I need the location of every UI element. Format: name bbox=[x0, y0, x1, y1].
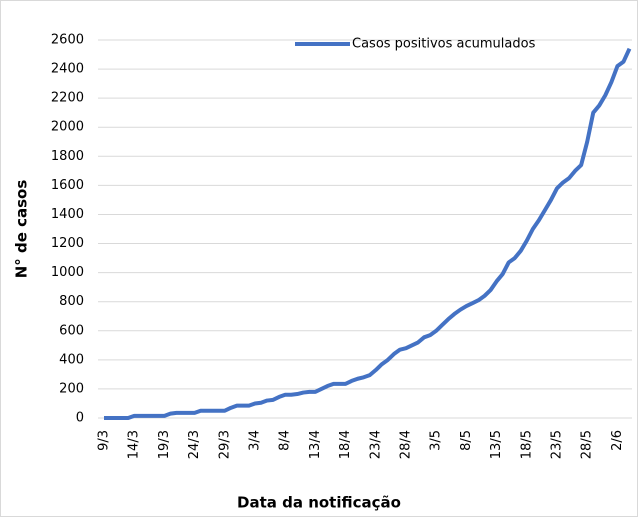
y-tick-label: 2600 bbox=[51, 33, 84, 48]
y-tick-label: 800 bbox=[59, 294, 84, 309]
x-tick-label: 3/4 bbox=[248, 430, 263, 451]
y-tick-label: 1400 bbox=[51, 207, 84, 222]
x-tick-label: 8/4 bbox=[278, 430, 293, 451]
x-tick-label: 28/4 bbox=[399, 430, 414, 459]
x-tick-label: 3/5 bbox=[429, 430, 444, 451]
y-tick-label: 200 bbox=[59, 381, 84, 396]
x-tick-label: 24/3 bbox=[187, 430, 202, 459]
y-tick-label: 1200 bbox=[51, 236, 84, 251]
x-tick-label: 18/5 bbox=[519, 430, 534, 459]
x-tick-label: 28/5 bbox=[580, 430, 595, 459]
y-tick-label: 1600 bbox=[51, 178, 84, 193]
x-tick-label: 18/4 bbox=[338, 430, 353, 459]
x-tick-label: 9/3 bbox=[97, 430, 112, 451]
x-tick-label: 29/3 bbox=[217, 430, 232, 459]
y-tick-label: 1800 bbox=[51, 149, 84, 164]
y-tick-label: 400 bbox=[59, 352, 84, 367]
legend-label: Casos positivos acumulados bbox=[352, 37, 536, 52]
y-tick-label: 2000 bbox=[51, 120, 84, 135]
x-tick-label: 13/4 bbox=[308, 430, 323, 459]
x-tick-label: 8/5 bbox=[459, 430, 474, 451]
x-tick-label: 19/3 bbox=[157, 430, 172, 459]
x-tick-label: 13/5 bbox=[489, 430, 504, 459]
y-tick-label: 2400 bbox=[51, 62, 84, 77]
data-line bbox=[104, 47, 632, 420]
y-tick-label: 0 bbox=[76, 411, 84, 426]
y-tick-label: 1000 bbox=[51, 265, 84, 280]
y-tick-label: 2200 bbox=[51, 91, 84, 106]
x-tick-label: 2/6 bbox=[610, 430, 625, 451]
y-tick-label: 600 bbox=[59, 323, 84, 338]
y-axis-title: N° de casos bbox=[13, 180, 31, 279]
x-axis-title: Data da notificação bbox=[237, 494, 401, 512]
x-tick-label: 23/4 bbox=[368, 430, 383, 459]
x-tick-label: 14/3 bbox=[127, 430, 142, 459]
x-tick-label: 23/5 bbox=[550, 430, 565, 459]
